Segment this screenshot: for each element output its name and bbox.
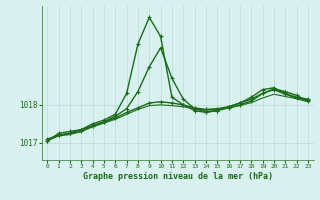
X-axis label: Graphe pression niveau de la mer (hPa): Graphe pression niveau de la mer (hPa) bbox=[83, 172, 273, 181]
